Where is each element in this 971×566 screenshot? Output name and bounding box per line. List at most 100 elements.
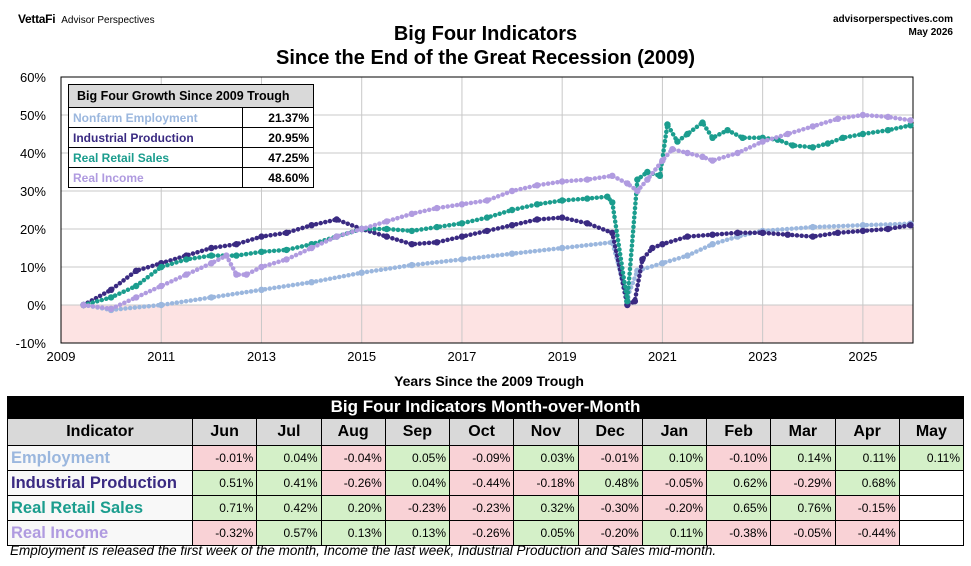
- data-point: [609, 229, 616, 236]
- data-point: [483, 214, 491, 221]
- mom-value-cell: 0.03%: [513, 445, 579, 471]
- mom-value-cell: 0.05%: [384, 445, 451, 471]
- data-point: [508, 222, 516, 229]
- data-point: [644, 168, 651, 176]
- data-point: [709, 157, 716, 164]
- mom-value-cell: -0.23%: [448, 495, 515, 521]
- data-point: [233, 252, 240, 259]
- mom-value-cell: -0.01%: [577, 445, 643, 471]
- growth-inset-label: Industrial Production: [68, 127, 243, 148]
- y-tick-label: 30%: [20, 184, 46, 199]
- data-point: [458, 256, 466, 263]
- source-date: May 2026: [908, 27, 953, 38]
- data-point: [333, 216, 340, 223]
- mom-row: Industrial Production 0.51% 0.41% -0.26% 0.0…: [7, 470, 965, 496]
- data-point: [907, 122, 914, 129]
- data-point: [834, 229, 842, 236]
- y-tick-label: 0%: [27, 298, 46, 313]
- data-point: [884, 113, 892, 121]
- mom-value-cell: 0.62%: [705, 470, 772, 496]
- data-point: [483, 227, 491, 235]
- x-tick-label: 2021: [648, 349, 677, 364]
- plot-area-border: [60, 76, 914, 344]
- y-tick-label: 20%: [20, 222, 46, 237]
- mom-value-cell: 0.76%: [770, 495, 836, 521]
- mom-value-cell: -0.30%: [577, 495, 643, 521]
- mom-value-cell: 0.42%: [256, 495, 322, 521]
- data-point: [884, 225, 892, 233]
- data-point: [132, 267, 140, 274]
- data-point: [634, 187, 641, 195]
- source-block: advisorperspectives.com May 2026: [833, 13, 953, 39]
- y-tick-label: 40%: [20, 146, 46, 161]
- mom-value-cell: 0.04%: [256, 445, 322, 471]
- mom-value-cell: 0.05%: [513, 520, 579, 546]
- mom-row-name: Industrial Production: [7, 470, 193, 496]
- data-point: [458, 201, 466, 208]
- data-point: [659, 260, 666, 267]
- mom-header-month: Jul: [256, 418, 322, 446]
- mom-row-name: Real Retail Sales: [7, 495, 193, 521]
- data-point: [408, 241, 416, 248]
- data-point: [158, 263, 165, 271]
- mom-header-month: Jan: [641, 418, 708, 446]
- mom-value-cell: 0.11%: [641, 520, 708, 546]
- data-point: [508, 206, 516, 214]
- data-point: [383, 225, 390, 233]
- data-point: [243, 271, 250, 278]
- data-point: [458, 220, 466, 227]
- data-point: [659, 157, 666, 164]
- data-point: [907, 222, 914, 229]
- data-point: [739, 134, 746, 141]
- data-point: [634, 176, 641, 183]
- mom-value-cell: 0.20%: [320, 495, 386, 521]
- data-point: [132, 282, 140, 290]
- mom-value-cell: -0.05%: [641, 470, 708, 496]
- footnote: Employment is released the first week of…: [10, 543, 717, 558]
- data-point: [458, 233, 466, 240]
- data-point: [584, 220, 591, 227]
- line-chart: -10% 0% 10% 20% 30% 40% 50% 60% 2009 2011 2013 201…: [16, 70, 914, 389]
- series-real-income: [80, 111, 914, 312]
- data-point: [859, 227, 867, 235]
- data-point: [383, 218, 390, 225]
- data-point: [383, 233, 390, 240]
- mom-row: Real Income -0.32% 0.57% 0.13% 0.13% -0.26% 0.…: [7, 520, 965, 546]
- mom-value-cell: 0.51%: [191, 470, 258, 496]
- data-point: [107, 286, 115, 293]
- series-group: [80, 111, 914, 314]
- data-point: [183, 256, 190, 263]
- data-point: [759, 138, 766, 145]
- data-point: [624, 298, 631, 305]
- data-point: [644, 176, 651, 183]
- data-point: [649, 244, 656, 252]
- data-point: [483, 197, 491, 204]
- mom-value-cell: 0.68%: [834, 470, 900, 496]
- x-tick-label: 2009: [47, 349, 76, 364]
- data-point: [308, 244, 315, 252]
- mom-value-cell: 0.13%: [384, 520, 451, 546]
- mom-value-cell: 0.04%: [384, 470, 451, 496]
- growth-inset-row: Nonfarm Employment 21.37%: [68, 107, 314, 128]
- data-point: [789, 142, 796, 149]
- mom-table-title: Big Four Indicators Month-over-Month: [7, 396, 964, 418]
- data-point: [809, 123, 816, 130]
- mom-value-cell: -0.04%: [320, 445, 386, 471]
- data-point: [824, 140, 831, 147]
- growth-inset-row: Real Retail Sales 47.25%: [68, 147, 314, 168]
- data-point: [258, 248, 265, 255]
- data-point: [283, 229, 290, 236]
- x-axis: 2009 2011 2013 2015 2017 2019 2021 2023 2025: [47, 349, 878, 364]
- mom-header-month: Dec: [577, 418, 643, 446]
- mom-header-month: Mar: [770, 418, 836, 446]
- data-point: [208, 260, 215, 267]
- data-point: [308, 279, 315, 286]
- data-point: [834, 115, 842, 123]
- growth-inset-label: Real Retail Sales: [68, 147, 243, 168]
- data-point: [859, 130, 867, 138]
- mom-value-cell: 0.14%: [770, 445, 836, 471]
- mom-value-cell: -0.01%: [191, 445, 258, 471]
- y-tick-label: 60%: [20, 70, 46, 85]
- data-point: [684, 233, 691, 240]
- data-point: [508, 250, 516, 257]
